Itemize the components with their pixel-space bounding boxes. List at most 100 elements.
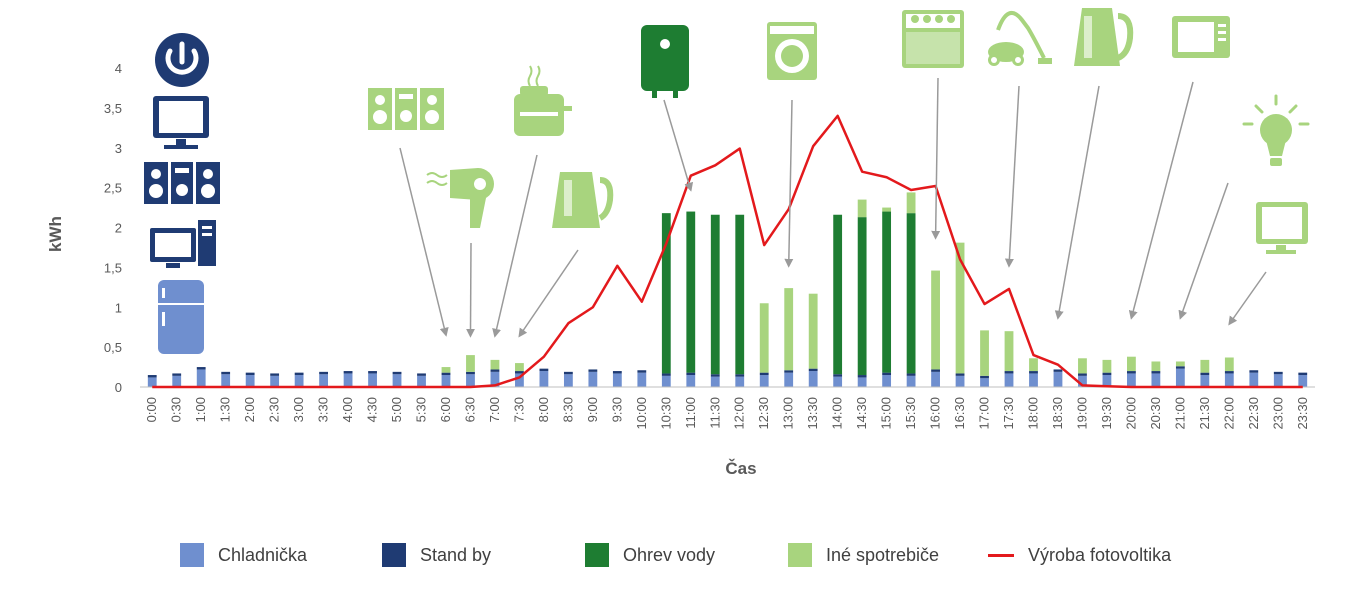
legend-swatch	[585, 543, 609, 567]
bar-segment	[539, 368, 549, 372]
bar-segment	[1200, 372, 1210, 376]
bar-segment	[808, 293, 818, 369]
annotation-arrow	[931, 77, 941, 240]
y-tick-label: 0	[115, 380, 122, 395]
bar-segment	[1102, 359, 1112, 373]
bar-segment	[1102, 372, 1112, 376]
bar-segment	[1078, 373, 1087, 376]
bar-segment	[368, 373, 377, 387]
annotation-arrow	[466, 242, 476, 338]
bar-segment	[343, 373, 353, 387]
bar-segment	[1249, 370, 1259, 373]
bar-segment	[710, 376, 720, 387]
bar-segment	[490, 371, 500, 387]
bar-segment	[147, 377, 157, 387]
bar-segment	[833, 376, 843, 387]
x-tick-label: 7:30	[511, 397, 526, 422]
bar-segment	[1151, 371, 1161, 374]
bar-segment	[490, 369, 500, 372]
annotation-arrow	[663, 99, 694, 192]
bar-segment	[931, 270, 940, 370]
bar-segment	[1175, 368, 1185, 387]
kettle-icon	[1074, 8, 1134, 66]
y-tick-label: 3	[115, 141, 122, 156]
annotation-arrow	[1004, 85, 1020, 268]
pv-line-layer	[152, 114, 1303, 389]
bar-segment	[417, 373, 426, 376]
bar-segment	[1175, 361, 1185, 367]
x-tick-label: 11:00	[683, 397, 698, 429]
x-tick-label: 13:00	[781, 397, 796, 430]
x-tick-label: 7:00	[487, 397, 502, 422]
bar-segment	[515, 373, 524, 387]
bar-segment	[735, 374, 745, 377]
bar-segment	[1249, 372, 1259, 387]
bar-segment	[392, 371, 402, 375]
bar-segment	[1151, 373, 1161, 387]
x-tick-label: 21:00	[1172, 397, 1187, 430]
bar-segment	[441, 375, 451, 387]
x-tick-label: 22:00	[1221, 397, 1236, 430]
x-tick-label: 17:00	[977, 397, 992, 430]
x-tick-label: 2:00	[242, 397, 257, 422]
appliance-icons	[368, 8, 1310, 254]
bar-segment	[612, 373, 622, 387]
annotation-arrow	[399, 147, 449, 337]
stereo-icon	[368, 88, 444, 130]
bar-segment	[931, 369, 940, 372]
bar-segment	[1102, 375, 1112, 387]
bar-segment	[759, 372, 769, 376]
x-tick-label: 0:00	[144, 397, 159, 422]
bar-segment	[661, 373, 671, 376]
bar-segment	[1298, 372, 1308, 376]
x-tick-label: 0:30	[169, 397, 184, 422]
bar-segment	[980, 330, 989, 376]
x-tick-label: 9:00	[585, 397, 600, 422]
bar-segment	[784, 288, 794, 371]
bar-segment	[343, 371, 353, 374]
bar-segment	[955, 373, 965, 376]
bar-segment	[759, 303, 769, 373]
annotation-arrow	[1054, 85, 1100, 320]
x-tick-label: 21:30	[1197, 397, 1212, 430]
y-tick-label: 3,5	[104, 101, 122, 116]
x-tick-label: 8:00	[536, 397, 551, 422]
bar-segment	[710, 374, 720, 377]
bar-segment	[882, 211, 892, 373]
bar-segment	[466, 355, 475, 372]
bar-segment	[808, 368, 818, 372]
x-tick-label: 19:00	[1074, 397, 1089, 430]
bar-segment	[857, 377, 867, 387]
bar-segment	[686, 375, 696, 387]
annotation-arrow	[784, 99, 794, 268]
bar-segment	[857, 217, 867, 376]
bar-segment	[1004, 331, 1014, 372]
bar-segment	[245, 375, 255, 387]
light-bulb-icon	[1242, 94, 1310, 166]
toaster-icon	[514, 65, 572, 136]
bar-segment	[906, 192, 916, 214]
bar-segment	[196, 369, 206, 387]
annotation-arrow	[492, 154, 538, 338]
x-tick-label: 12:30	[756, 397, 771, 430]
bar-segment	[833, 374, 843, 377]
bar-segment	[172, 373, 182, 376]
bar-segment	[882, 372, 892, 376]
x-axis-ticks: 0:00 0:30 1:00 1:30 2:00 2:30 3:00 3:30 4:00 4:30…	[144, 397, 1310, 430]
x-tick-label: 3:30	[316, 397, 331, 422]
bar-segment	[1151, 361, 1161, 372]
kettle-icon	[552, 172, 614, 228]
bar-segment	[955, 375, 965, 387]
bar-segment	[661, 375, 671, 387]
bar-segment	[1127, 356, 1136, 372]
y-tick-label: 4	[115, 61, 122, 76]
x-tick-label: 6:00	[438, 397, 453, 422]
bar-segment	[759, 375, 769, 387]
bar-segment	[882, 207, 892, 212]
x-tick-label: 11:30	[707, 397, 722, 429]
x-tick-label: 4:30	[365, 397, 380, 422]
bar-segment	[1029, 371, 1038, 374]
water-heater-icon	[641, 25, 689, 98]
legend-swatch	[382, 543, 406, 567]
